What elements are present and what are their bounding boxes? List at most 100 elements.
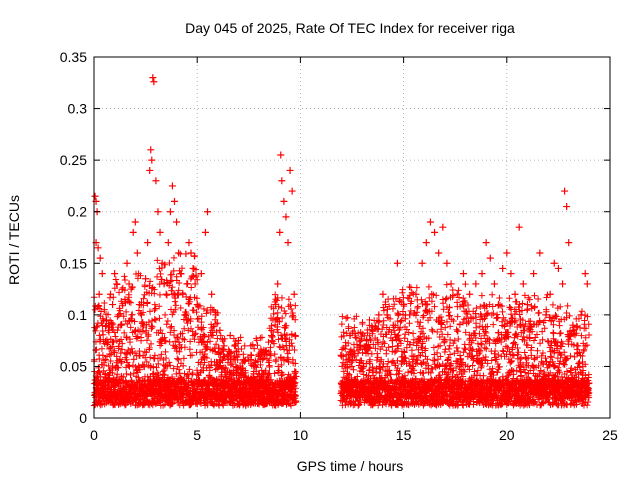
data-point	[565, 239, 573, 247]
data-point	[379, 290, 387, 298]
y-tick-label: 0.35	[60, 49, 87, 65]
data-point	[131, 218, 139, 226]
data-point	[125, 280, 133, 288]
data-point	[241, 357, 249, 365]
data-point	[389, 321, 397, 329]
data-point	[280, 197, 288, 205]
data-point	[561, 187, 569, 195]
data-point	[431, 228, 439, 236]
data-point	[422, 239, 430, 247]
data-point	[519, 280, 527, 288]
data-point	[189, 264, 197, 272]
data-point	[573, 342, 581, 350]
data-point	[193, 301, 201, 309]
data-point	[94, 244, 102, 252]
data-point	[220, 342, 228, 350]
data-point	[109, 301, 117, 309]
data-point	[121, 295, 129, 303]
data-point	[478, 270, 486, 278]
data-point	[111, 270, 119, 278]
data-point	[201, 228, 209, 236]
data-point	[288, 187, 296, 195]
data-point	[426, 218, 434, 226]
data-point	[447, 280, 455, 288]
x-tick-label: 25	[602, 427, 618, 443]
data-point	[486, 254, 494, 262]
data-point	[569, 321, 577, 329]
data-point	[162, 290, 170, 298]
data-point	[291, 331, 299, 339]
data-point	[142, 275, 150, 283]
data-point	[274, 280, 282, 288]
data-point	[149, 74, 157, 82]
data-point	[173, 218, 181, 226]
data-point	[515, 223, 523, 231]
data-point	[91, 192, 99, 200]
data-point	[495, 301, 503, 309]
data-point	[177, 270, 185, 278]
y-tick-label: 0	[79, 410, 87, 426]
data-point	[255, 352, 263, 360]
data-point	[181, 311, 189, 319]
data-point	[107, 290, 115, 298]
data-point	[482, 239, 490, 247]
data-point	[234, 337, 242, 345]
x-tick-label: 5	[193, 427, 201, 443]
data-point	[123, 259, 131, 267]
data-point	[137, 311, 145, 319]
data-point	[135, 301, 143, 309]
data-point	[98, 270, 106, 278]
data-point	[216, 326, 224, 334]
data-point	[187, 249, 195, 257]
data-point	[160, 280, 168, 288]
data-point	[383, 311, 391, 319]
data-point	[503, 249, 511, 257]
data-point	[466, 290, 474, 298]
data-point	[146, 166, 154, 174]
data-point	[268, 331, 276, 339]
y-tick-label: 0.15	[60, 255, 87, 271]
y-tick-label: 0.1	[68, 307, 88, 323]
data-point	[276, 228, 284, 236]
data-point	[523, 301, 531, 309]
data-point	[412, 290, 420, 298]
data-point	[435, 249, 443, 257]
data-point	[208, 290, 216, 298]
data-point	[546, 290, 554, 298]
data-point	[554, 264, 562, 272]
data-point	[338, 352, 346, 360]
data-point	[542, 311, 550, 319]
data-point	[282, 213, 290, 221]
chart-title: Day 045 of 2025, Rate Of TEC Index for r…	[185, 20, 515, 36]
data-point	[375, 311, 383, 319]
data-point	[278, 177, 286, 185]
data-point	[147, 146, 155, 154]
data-point	[507, 270, 515, 278]
data-point	[185, 239, 193, 247]
data-point	[154, 208, 162, 216]
data-point	[204, 208, 212, 216]
x-tick-label: 0	[90, 427, 98, 443]
data-point	[247, 342, 255, 350]
data-point	[559, 280, 567, 288]
axis-ticks: 0 5 10 15 20 25 0 0.05 0.1 0.15 0.2 0.25 0.3 0.35	[60, 49, 618, 443]
data-point	[536, 249, 544, 257]
data-point	[362, 337, 370, 345]
data-point	[286, 166, 294, 174]
data-point	[144, 239, 152, 247]
data-point	[439, 223, 447, 231]
data-point	[117, 321, 125, 329]
data-point	[472, 280, 480, 288]
data-point	[152, 177, 160, 185]
data-point	[459, 270, 467, 278]
data-point	[168, 182, 176, 190]
y-tick-label: 0.05	[60, 358, 87, 374]
data-point	[490, 280, 498, 288]
data-point	[346, 331, 354, 339]
data-point	[350, 347, 358, 355]
data-point	[550, 259, 558, 267]
data-point	[148, 156, 156, 164]
data-point	[197, 270, 205, 278]
data-point	[166, 208, 174, 216]
